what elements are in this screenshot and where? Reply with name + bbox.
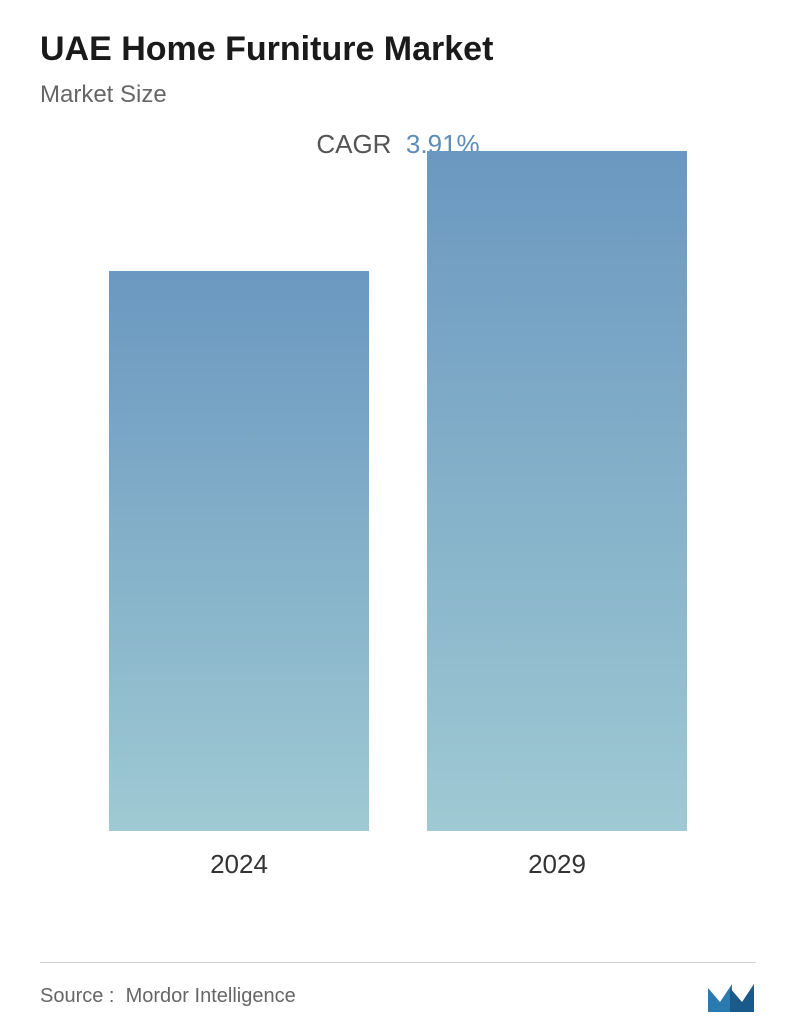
bar-container: 2024: [109, 271, 369, 880]
mordor-logo-icon: [706, 978, 756, 1014]
cagr-label: CAGR: [316, 129, 391, 159]
bar-label: 2024: [210, 849, 268, 880]
bar-container: 2029: [427, 151, 687, 880]
bar: [427, 151, 687, 831]
source-text: Source : Mordor Intelligence: [40, 985, 296, 1008]
chart-subtitle: Market Size: [40, 81, 756, 109]
chart-title: UAE Home Furniture Market: [40, 30, 756, 69]
bar-label: 2029: [528, 849, 586, 880]
source-label: Source :: [40, 985, 114, 1007]
bar: [109, 271, 369, 831]
chart-area: 2024 2029: [40, 200, 756, 880]
footer: Source : Mordor Intelligence: [40, 962, 756, 1014]
